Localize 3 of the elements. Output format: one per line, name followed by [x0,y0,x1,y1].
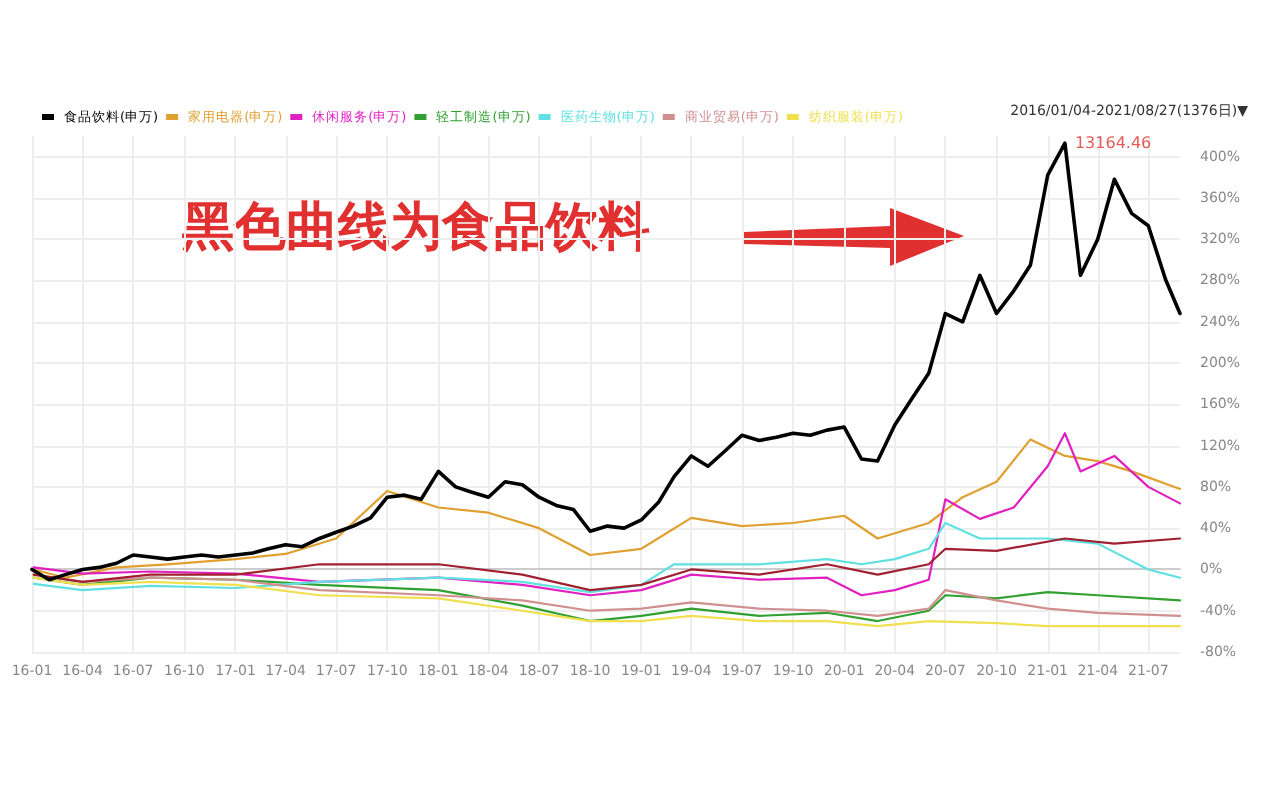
line-series [32,537,1182,592]
line-series [32,521,1182,594]
annotation: 13164.46 [1074,134,1152,153]
